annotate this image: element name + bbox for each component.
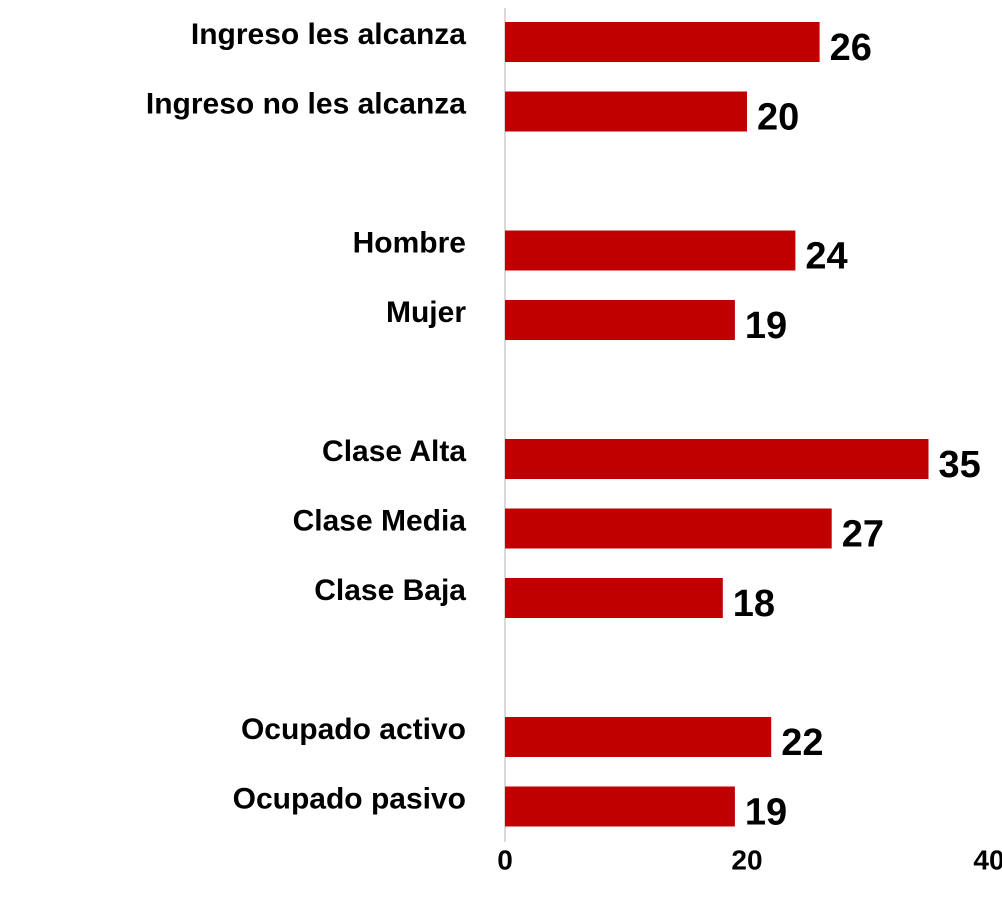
bar <box>505 230 796 271</box>
bar <box>505 300 735 340</box>
bar <box>505 578 723 618</box>
y-tick-label: Ocupado activo <box>241 713 466 746</box>
value-label: 20 <box>757 97 799 139</box>
y-tick-label: Clase Baja <box>314 574 466 607</box>
value-label: 22 <box>781 722 823 764</box>
y-tick-label: Clase Alta <box>322 435 466 468</box>
y-tick-label: Ingreso les alcanza <box>191 18 466 51</box>
bar <box>505 439 929 479</box>
bar <box>505 786 735 827</box>
value-label: 26 <box>830 27 872 69</box>
bar <box>505 91 747 132</box>
value-label: 24 <box>805 236 847 278</box>
value-label: 19 <box>745 305 787 347</box>
x-tick-label: 20 <box>731 844 762 875</box>
bar <box>505 22 820 62</box>
y-tick-label: Mujer <box>386 296 466 329</box>
value-label: 35 <box>939 444 981 486</box>
value-label: 18 <box>733 583 775 625</box>
x-tick-label: 0 <box>497 844 513 875</box>
y-tick-label: Ingreso no les alcanza <box>146 87 466 120</box>
value-label: 19 <box>745 792 787 834</box>
y-tick-label: Hombre <box>353 226 466 259</box>
bar <box>505 717 772 757</box>
x-tick-label: 40 <box>973 844 1002 875</box>
y-tick-label: Ocupado pasivo <box>233 782 466 815</box>
bar <box>505 508 832 549</box>
y-tick-label: Clase Media <box>293 504 467 537</box>
value-label: 27 <box>842 514 884 556</box>
